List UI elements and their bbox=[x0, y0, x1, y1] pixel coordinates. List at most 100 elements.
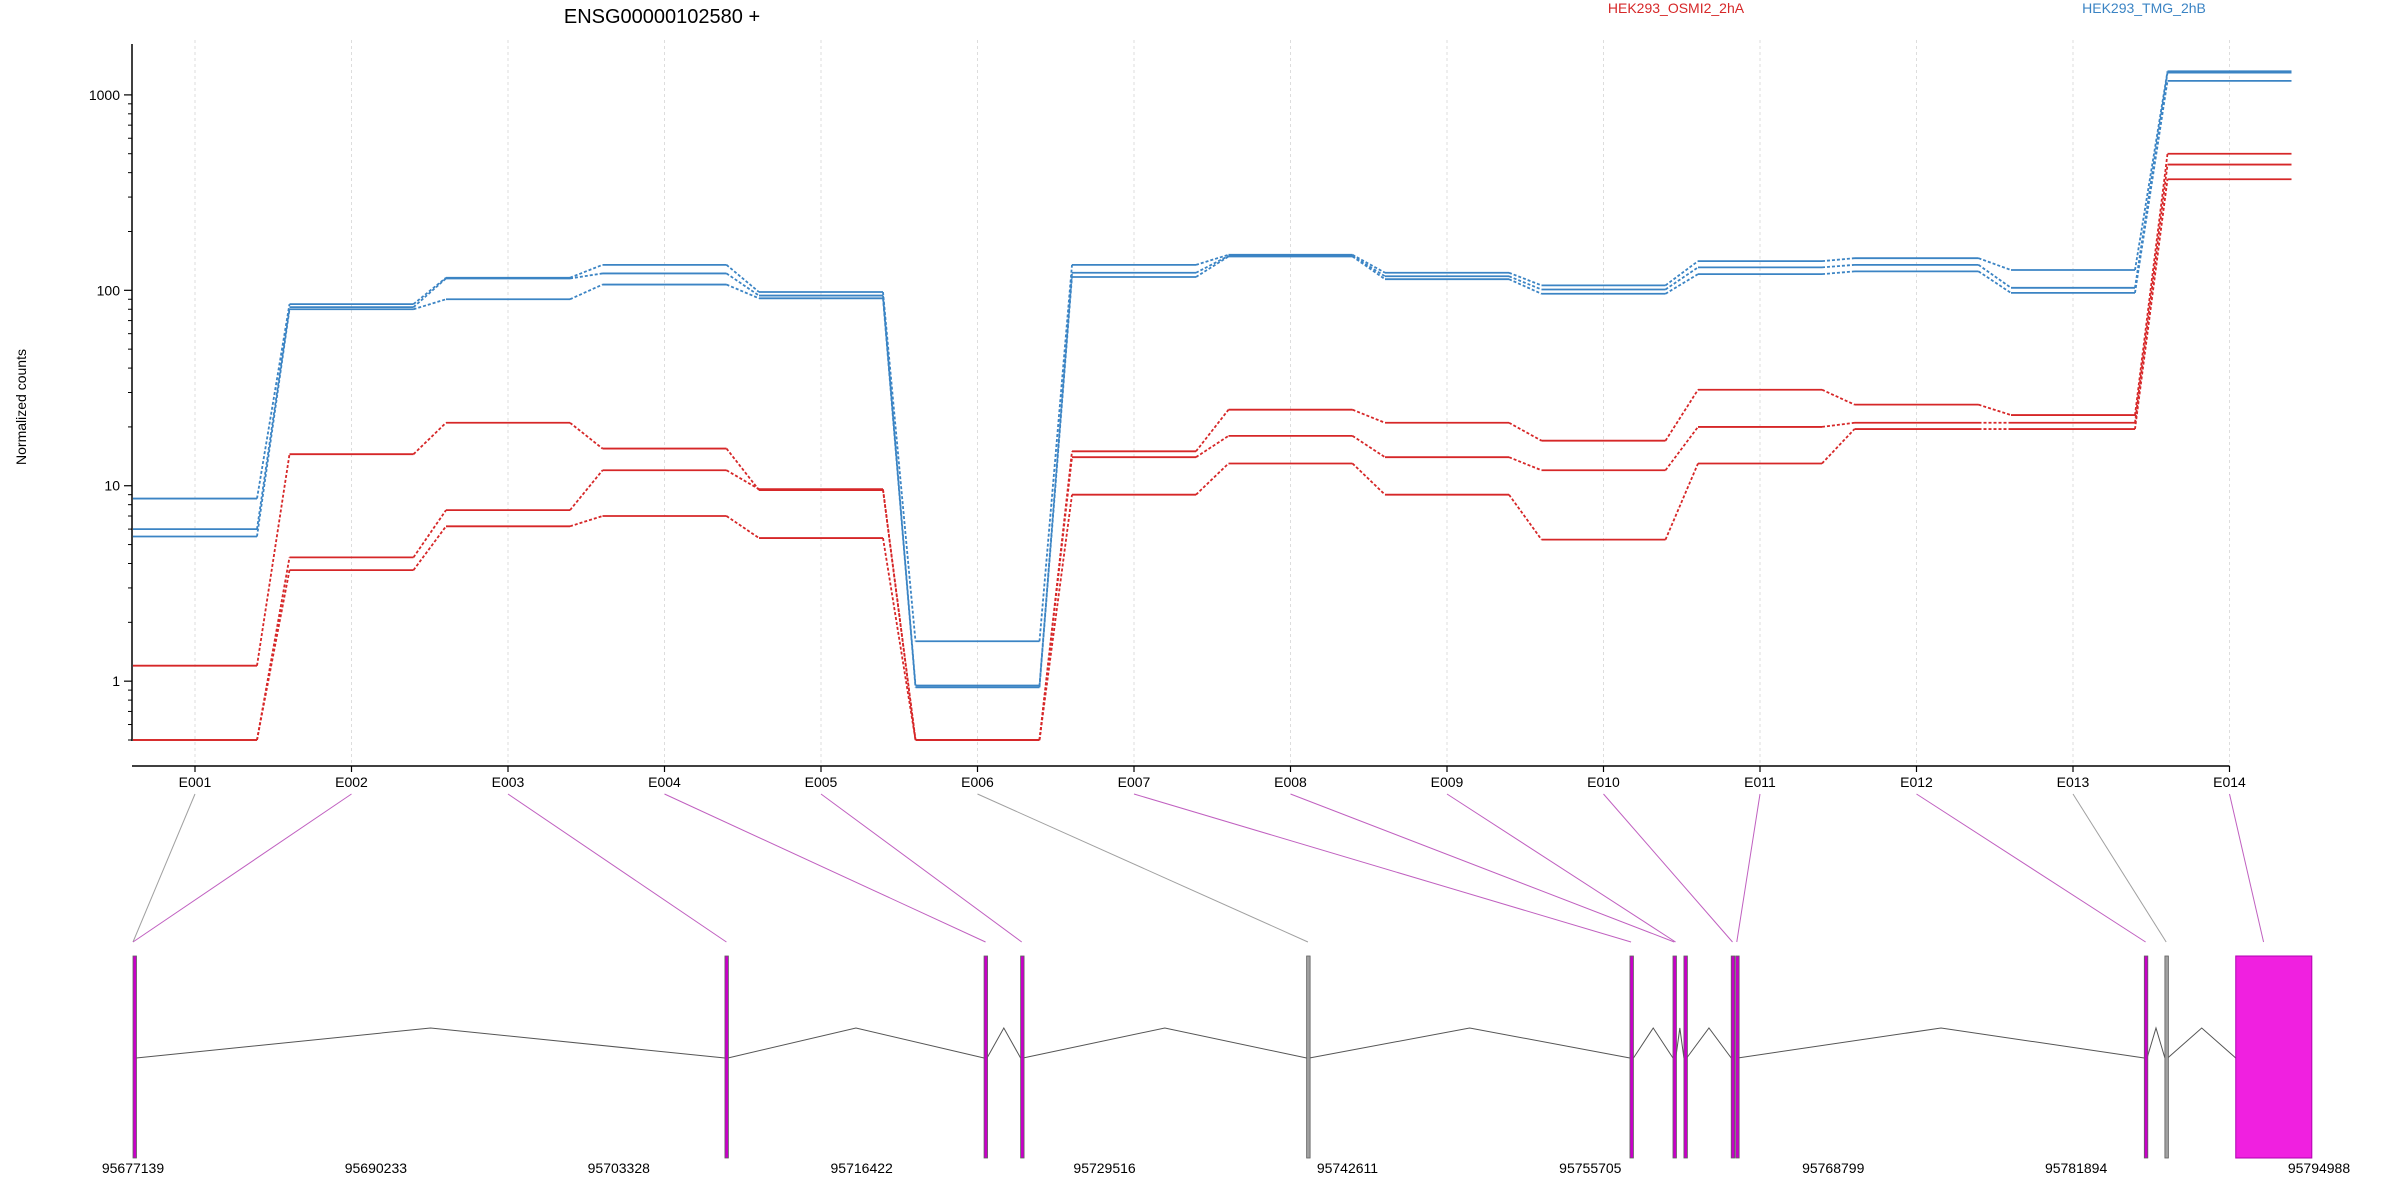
series-transition bbox=[1195, 255, 1229, 274]
intron-line bbox=[2146, 1026, 2166, 1059]
series-transition bbox=[569, 272, 603, 280]
series-transition bbox=[1352, 408, 1386, 424]
series-transition bbox=[1038, 276, 1073, 688]
bin-link-line bbox=[1916, 793, 2146, 943]
series-transition bbox=[1508, 271, 1542, 287]
series-transition bbox=[1665, 273, 1699, 295]
intron-line bbox=[727, 1027, 985, 1059]
series-transition bbox=[725, 515, 760, 539]
coordinate-tick-label: 95742611 bbox=[1317, 1160, 1378, 1176]
bin-link-line bbox=[1603, 793, 1733, 943]
exon-box bbox=[1020, 955, 1025, 1159]
series-transition bbox=[2134, 71, 2169, 271]
y-tick-label: 1 bbox=[112, 673, 120, 689]
series-transition bbox=[1508, 278, 1542, 295]
series-osmi2 bbox=[133, 178, 2292, 741]
series-transition bbox=[1195, 255, 1229, 278]
series-transition bbox=[882, 298, 917, 688]
exon-box bbox=[724, 955, 729, 1159]
series-tmg bbox=[133, 71, 2292, 687]
series-transition bbox=[1821, 428, 1856, 465]
series-transition bbox=[256, 307, 291, 530]
series-transition bbox=[1351, 462, 1386, 496]
exon-box bbox=[2235, 955, 2313, 1159]
series-transition bbox=[569, 264, 603, 279]
series-transition bbox=[1508, 275, 1542, 291]
series-tmg bbox=[133, 79, 2292, 689]
x-tick-label: E003 bbox=[492, 774, 525, 790]
series-transition bbox=[412, 422, 447, 455]
bin-link-line bbox=[977, 793, 1309, 943]
series-transition bbox=[1821, 270, 1855, 276]
series-transition bbox=[882, 537, 917, 741]
coordinate-tick-label: 95703328 bbox=[588, 1160, 651, 1176]
series-transition bbox=[1508, 494, 1543, 541]
bin-link-line bbox=[1736, 793, 1761, 943]
series-transition bbox=[1664, 266, 1699, 291]
series-transition bbox=[725, 272, 760, 297]
bin-link-line bbox=[132, 793, 352, 943]
series-transition bbox=[1821, 421, 1855, 428]
series-osmi2 bbox=[133, 163, 2292, 741]
x-tick-label: E007 bbox=[1118, 774, 1151, 790]
series-transition bbox=[413, 298, 447, 311]
intron-line bbox=[986, 1026, 1022, 1059]
bin-link-line bbox=[1290, 793, 1675, 943]
series-tmg bbox=[133, 70, 2292, 643]
series-transition bbox=[882, 291, 917, 642]
y-axis-label: Normalized counts bbox=[13, 349, 29, 465]
x-tick-label: E002 bbox=[335, 774, 368, 790]
series-transition bbox=[256, 309, 291, 537]
intron-line bbox=[1737, 1027, 2145, 1059]
series-transition bbox=[569, 515, 603, 528]
series-transition bbox=[1038, 494, 1073, 741]
exon-box bbox=[1683, 955, 1688, 1159]
y-tick-label: 10 bbox=[104, 478, 120, 494]
series-osmi2 bbox=[133, 152, 2292, 741]
intron-line bbox=[136, 1027, 725, 1059]
series-transition bbox=[1352, 253, 1386, 274]
intron-line bbox=[1686, 1027, 1732, 1059]
series-transition bbox=[1821, 263, 1855, 269]
series-transition bbox=[1978, 257, 2012, 271]
x-tick-label: E011 bbox=[1744, 774, 1776, 790]
bin-link-line bbox=[132, 793, 196, 943]
series-transition bbox=[1978, 403, 2012, 416]
x-tick-label: E013 bbox=[2057, 774, 2090, 790]
series-transition bbox=[1664, 463, 1699, 540]
x-tick-label: E008 bbox=[1274, 774, 1307, 790]
x-tick-label: E012 bbox=[1900, 774, 1933, 790]
series-transition bbox=[256, 569, 291, 741]
series-transition bbox=[569, 469, 604, 511]
series-transition bbox=[1664, 426, 1699, 471]
exon-box bbox=[1730, 955, 1736, 1159]
x-tick-label: E009 bbox=[1431, 774, 1464, 790]
series-transition bbox=[1351, 255, 1386, 280]
series-transition bbox=[1821, 388, 1855, 406]
series-transition bbox=[1664, 389, 1699, 442]
series-transition bbox=[1508, 456, 1542, 472]
exon-box bbox=[132, 955, 137, 1159]
series-transition bbox=[256, 454, 291, 666]
series-transition bbox=[1195, 409, 1230, 452]
coordinate-tick-label: 95690233 bbox=[345, 1160, 408, 1176]
bin-link-line bbox=[2072, 793, 2167, 943]
series-transition bbox=[882, 489, 917, 741]
series-transition bbox=[1821, 257, 1855, 263]
intron-line bbox=[1309, 1027, 1631, 1059]
series-transition bbox=[1664, 260, 1699, 287]
exon-box bbox=[1735, 955, 1740, 1159]
legend-label-osmi2: HEK293_OSMI2_2hA bbox=[1608, 0, 1745, 16]
coordinate-tick-label: 95677139 bbox=[102, 1160, 165, 1176]
bin-link-line bbox=[1446, 793, 1676, 943]
bin-link-line bbox=[507, 793, 727, 943]
intron-line bbox=[1675, 1027, 1685, 1059]
series-transition bbox=[1038, 264, 1073, 642]
intron-line bbox=[2167, 1027, 2237, 1059]
series-transition bbox=[1978, 270, 2012, 294]
series-transition bbox=[2134, 80, 2169, 294]
intron-line bbox=[1633, 1027, 1674, 1059]
exon-box bbox=[1672, 955, 1677, 1159]
series-transition bbox=[725, 264, 760, 293]
